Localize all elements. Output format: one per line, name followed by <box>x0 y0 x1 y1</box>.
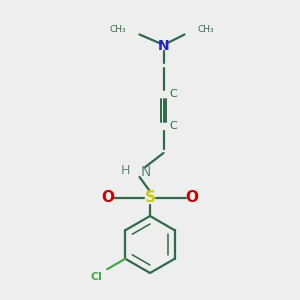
Text: CH₃: CH₃ <box>198 25 214 34</box>
Text: N: N <box>140 166 151 179</box>
Text: C: C <box>169 89 177 100</box>
Text: C: C <box>169 121 177 131</box>
Text: Cl: Cl <box>91 272 103 282</box>
Text: O: O <box>185 190 199 206</box>
Text: N: N <box>158 40 169 53</box>
Text: CH₃: CH₃ <box>110 25 126 34</box>
Text: O: O <box>101 190 115 206</box>
Text: H: H <box>121 164 130 177</box>
Text: S: S <box>145 190 155 206</box>
